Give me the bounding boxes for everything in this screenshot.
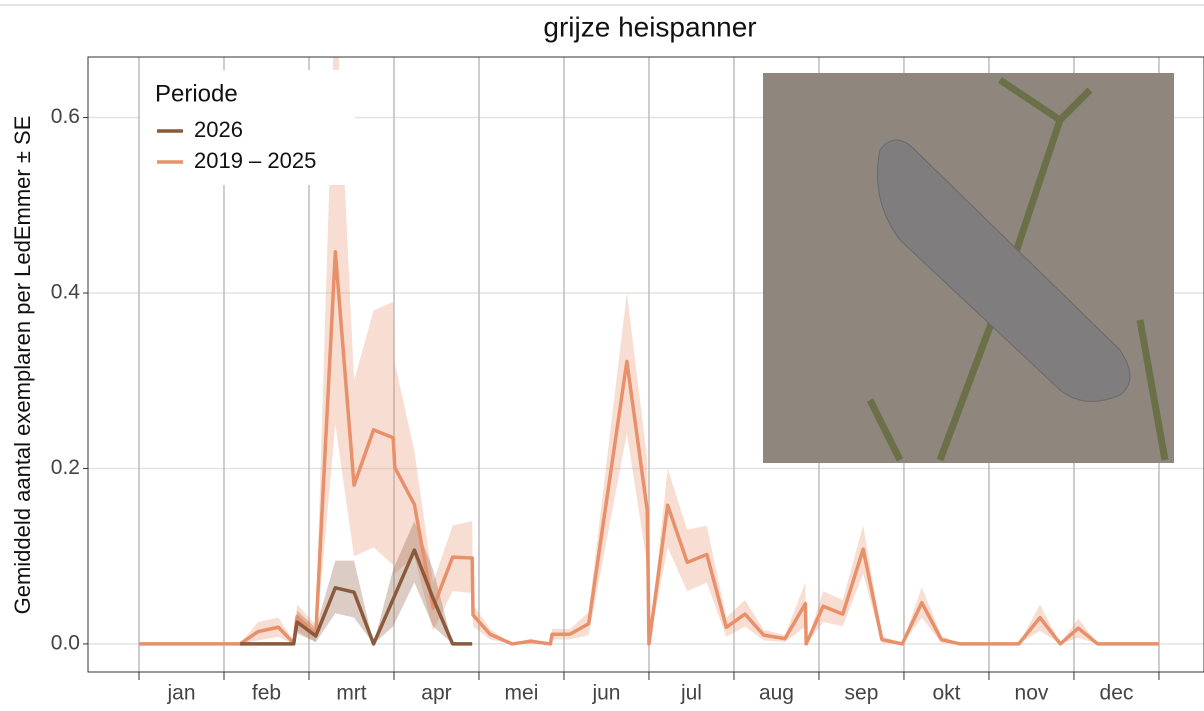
legend-label: 2026 <box>194 117 243 142</box>
x-tick-label: mei <box>505 682 539 705</box>
y-tick-label: 0.4 <box>51 281 81 304</box>
y-axis-label: Gemiddeld aantal exemplaren per LedEmmer… <box>10 116 35 615</box>
y-tick-label: 0.2 <box>51 456 80 479</box>
legend-title: Periode <box>155 80 238 107</box>
legend: Periode 2026 2019 – 2025 <box>140 70 355 185</box>
page: {"chart_data": { "type": "line", "title"… <box>0 0 1204 711</box>
photo <box>763 73 1174 463</box>
x-tick-label: okt <box>932 682 960 705</box>
legend-label: 2019 – 2025 <box>194 148 316 173</box>
x-tick-label: nov <box>1015 682 1049 705</box>
x-tick-label: jun <box>591 682 620 705</box>
x-tick-label: feb <box>252 682 281 705</box>
chart: grijze heispanner Gemiddeld aantal exemp… <box>0 0 1204 706</box>
x-tick-label: jul <box>680 682 702 705</box>
x-tick-label: dec <box>1100 682 1134 705</box>
x-tick-label: apr <box>421 682 451 705</box>
x-tick-label: sep <box>845 682 879 705</box>
y-tick-label: 0.6 <box>51 105 80 128</box>
x-tick-label: aug <box>759 682 794 705</box>
chart-title: grijze heispanner <box>543 11 756 42</box>
x-tick-label: mrt <box>336 682 366 705</box>
x-tick-label: jan <box>166 682 195 705</box>
y-tick-label: 0.0 <box>51 631 80 654</box>
